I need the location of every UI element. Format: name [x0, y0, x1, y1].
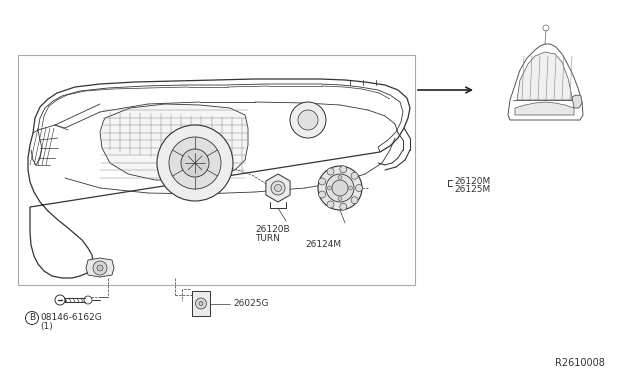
Polygon shape — [100, 104, 248, 180]
Circle shape — [349, 186, 353, 190]
Polygon shape — [572, 95, 582, 108]
Circle shape — [290, 102, 326, 138]
Circle shape — [340, 203, 347, 210]
Circle shape — [319, 191, 326, 198]
Polygon shape — [515, 102, 574, 115]
Polygon shape — [517, 52, 572, 100]
Circle shape — [318, 166, 362, 210]
Circle shape — [319, 178, 326, 185]
Circle shape — [351, 197, 358, 204]
Polygon shape — [86, 258, 114, 277]
Circle shape — [181, 149, 209, 177]
Polygon shape — [266, 174, 290, 202]
Text: 26120M: 26120M — [454, 177, 490, 186]
Circle shape — [93, 261, 107, 275]
Text: 26124M: 26124M — [305, 240, 341, 249]
Circle shape — [157, 125, 233, 201]
Circle shape — [199, 301, 203, 305]
Circle shape — [351, 172, 358, 179]
Circle shape — [332, 180, 348, 196]
Text: 26120B: 26120B — [255, 225, 290, 234]
Text: R2610008: R2610008 — [555, 358, 605, 368]
Text: B: B — [29, 313, 35, 322]
Circle shape — [328, 186, 332, 190]
Circle shape — [97, 265, 103, 271]
Bar — [192, 291, 210, 316]
Text: 08146-6162G: 08146-6162G — [40, 313, 102, 322]
Circle shape — [271, 181, 285, 195]
Circle shape — [338, 196, 342, 201]
Bar — [18, 55, 415, 285]
Circle shape — [327, 201, 334, 208]
Circle shape — [298, 110, 318, 130]
Circle shape — [275, 185, 282, 192]
Circle shape — [326, 174, 354, 202]
Circle shape — [195, 298, 207, 309]
Text: TURN: TURN — [255, 234, 280, 243]
Circle shape — [340, 166, 347, 173]
Text: 26125M: 26125M — [454, 185, 490, 194]
Circle shape — [338, 176, 342, 180]
Text: 26025G: 26025G — [233, 299, 269, 308]
Circle shape — [169, 137, 221, 189]
Text: (1): (1) — [40, 322, 52, 331]
Circle shape — [355, 185, 362, 192]
Circle shape — [327, 168, 334, 175]
